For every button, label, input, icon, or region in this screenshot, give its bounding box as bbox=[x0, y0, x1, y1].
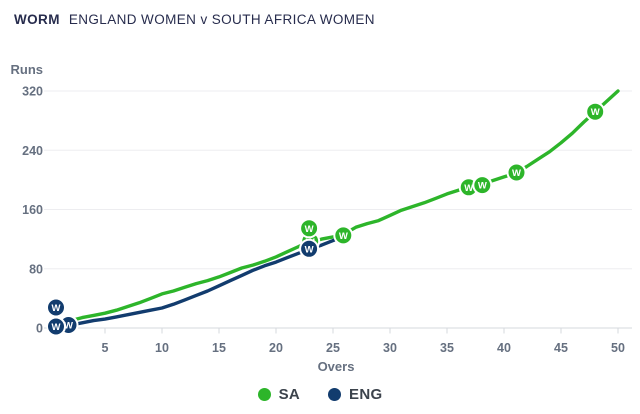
wicket-circle bbox=[299, 218, 320, 239]
wicket-letter: W bbox=[64, 321, 73, 332]
x-axis-ticks bbox=[104, 328, 619, 334]
wicket-letter: W bbox=[478, 181, 487, 192]
wicket-circle bbox=[333, 225, 354, 246]
wicket-circle bbox=[46, 316, 66, 337]
wicket-letter: W bbox=[52, 303, 61, 314]
wicket-circle bbox=[585, 101, 606, 122]
sa-color-dot bbox=[257, 388, 271, 401]
x-tick-label: 40 bbox=[497, 341, 511, 355]
wicket-circle bbox=[506, 162, 527, 183]
x-tick-label: 5 bbox=[102, 341, 109, 355]
eng-wicket-marker[interactable]: W bbox=[299, 238, 320, 259]
x-tick-label: 20 bbox=[269, 341, 283, 355]
gridlines bbox=[44, 90, 632, 329]
x-tick-label: 50 bbox=[611, 341, 625, 355]
wicket-letter: W bbox=[305, 224, 314, 235]
x-tick-label: 35 bbox=[440, 341, 454, 355]
x-tick-label: 30 bbox=[383, 341, 397, 355]
sa-legend-label: SA bbox=[278, 386, 301, 403]
y-tick-label: 240 bbox=[22, 144, 43, 158]
eng-wicket-marker[interactable]: W bbox=[46, 316, 66, 337]
sa-wicket-marker[interactable]: W bbox=[299, 218, 320, 239]
sa-wicket-marker[interactable]: W bbox=[506, 162, 527, 183]
y-axis-tick-labels: 0 80 160 240 320 bbox=[22, 85, 43, 336]
chart-legend: SA ENG bbox=[0, 386, 640, 403]
wicket-letter: W bbox=[512, 168, 521, 179]
y-axis-title: Runs bbox=[11, 62, 44, 77]
sa-wicket-marker[interactable]: W bbox=[585, 101, 606, 122]
x-tick-label: 45 bbox=[554, 341, 568, 355]
wicket-letter: W bbox=[464, 183, 473, 194]
sa-wicket-marker[interactable]: W bbox=[472, 175, 493, 196]
x-axis-title: Overs bbox=[318, 359, 355, 374]
y-tick-label: 80 bbox=[29, 262, 43, 276]
wicket-letter: W bbox=[339, 231, 348, 242]
eng-color-dot bbox=[328, 388, 342, 401]
x-tick-label: 25 bbox=[326, 341, 340, 355]
y-tick-label: 160 bbox=[22, 203, 43, 217]
y-tick-label: 320 bbox=[22, 85, 43, 99]
sa-wicket-marker[interactable]: W bbox=[333, 225, 354, 246]
chart-header: WORM ENGLAND WOMEN v SOUTH AFRICA WOMEN bbox=[14, 12, 375, 27]
y-tick-label: 0 bbox=[36, 322, 43, 336]
wicket-circle bbox=[299, 238, 320, 259]
match-title: ENGLAND WOMEN v SOUTH AFRICA WOMEN bbox=[68, 12, 375, 27]
eng-legend-label: ENG bbox=[349, 386, 383, 403]
x-tick-label: 15 bbox=[212, 341, 226, 355]
wicket-markers: WWWWWWWWWWW bbox=[46, 101, 606, 337]
wicket-circle bbox=[472, 175, 493, 196]
legend-item-sa: SA bbox=[257, 386, 301, 403]
worm-tag: WORM bbox=[14, 12, 60, 27]
wicket-letter: W bbox=[591, 107, 600, 118]
eng-line bbox=[46, 236, 341, 330]
legend-item-eng: ENG bbox=[328, 386, 382, 403]
x-axis-tick-labels: 5 10 15 20 25 30 35 40 45 50 bbox=[102, 341, 625, 355]
x-tick-label: 10 bbox=[155, 341, 169, 355]
wicket-letter: W bbox=[52, 322, 61, 333]
wicket-letter: W bbox=[305, 244, 314, 255]
eng-wicket-marker[interactable]: W bbox=[46, 297, 66, 318]
